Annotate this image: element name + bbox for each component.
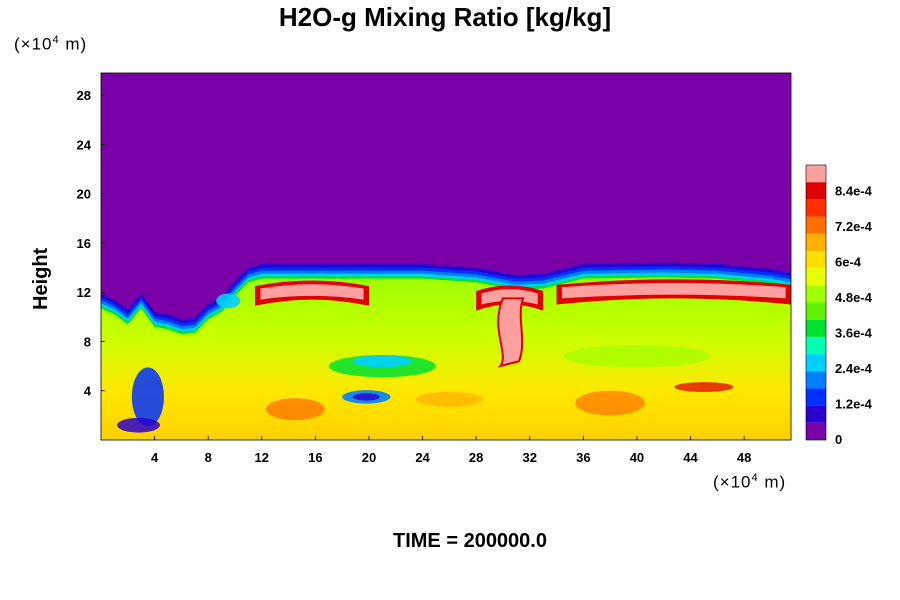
swirl-core [352, 393, 380, 401]
x-tick-label: 36 [576, 450, 590, 465]
colorbar-tick-label: 0 [835, 432, 842, 447]
x-tick-label: 16 [308, 450, 322, 465]
colorbar-tick-label: 4.8e-4 [835, 290, 873, 305]
warm-patch [415, 391, 483, 407]
colorbar-swatch [806, 199, 826, 217]
plot-frame [100, 72, 792, 441]
colorbar-swatch [806, 268, 826, 286]
x-tick-label: 44 [683, 450, 698, 465]
colorbar-swatch [806, 371, 826, 389]
colorbar-swatch [806, 233, 826, 251]
colorbar-tick-label: 7.2e-4 [835, 219, 873, 234]
y-tick-label: 12 [77, 285, 91, 300]
warm-streak [674, 382, 734, 392]
colorbar-swatch [806, 182, 826, 200]
colorbar-tick-label: 1.2e-4 [835, 397, 873, 412]
y-tick-label: 20 [77, 187, 91, 202]
x-tick-label: 24 [415, 450, 430, 465]
y-axis-ticks: 4 8 12 16 20 24 28 [77, 88, 105, 399]
x-tick-label: 32 [523, 450, 537, 465]
warm-patch [575, 390, 645, 416]
warm-patch [265, 398, 325, 421]
colorbar: 0 1.2e-4 2.4e-4 3.6e-4 4.8e-4 6e-4 7.2e-4 8.4e-… [805, 164, 873, 447]
colorbar-swatch [806, 354, 826, 372]
chart-title: H2O-g Mixing Ratio [kg/kg] [278, 2, 612, 32]
green-swirl [563, 345, 711, 368]
x-axis-ticks: 4 8 12 16 20 24 28 32 36 40 44 48 [151, 436, 751, 465]
cyan-tongue [216, 293, 241, 309]
y-tick-label: 16 [77, 236, 91, 251]
time-label: TIME = 200000.0 [393, 530, 547, 552]
x-tick-label: 28 [469, 450, 483, 465]
colorbar-tick-label: 6e-4 [835, 255, 862, 270]
colorbar-swatch [806, 405, 826, 423]
plume-red [497, 297, 525, 368]
left-dry-intrusion [117, 417, 160, 433]
heatmap-field [101, 73, 791, 440]
x-tick-label: 4 [151, 450, 159, 465]
swirl-cyan [352, 355, 412, 368]
high-moisture-ridge [556, 279, 791, 305]
high-moisture-ridge [255, 280, 369, 306]
x-tick-label: 12 [255, 450, 269, 465]
x-tick-label: 20 [362, 450, 376, 465]
colorbar-swatch [806, 250, 826, 269]
y-tick-label: 8 [84, 334, 91, 349]
colorbar-swatch [806, 388, 826, 406]
y-unit-label: (×104 m) [14, 34, 88, 54]
colorbar-swatch [806, 336, 826, 355]
colorbar-tick-label: 8.4e-4 [835, 184, 873, 199]
colorbar-swatch [806, 422, 826, 440]
x-tick-label: 40 [630, 450, 644, 465]
y-tick-label: 28 [77, 88, 91, 103]
colorbar-swatch [806, 216, 826, 234]
colorbar-tick-label: 2.4e-4 [835, 361, 873, 376]
left-dry-intrusion [131, 367, 164, 427]
y-tick-label: 4 [84, 384, 92, 399]
x-tick-label: 48 [737, 450, 751, 465]
x-tick-label: 8 [205, 450, 212, 465]
colorbar-swatch [806, 165, 826, 183]
colorbar-tick-label: 3.6e-4 [835, 326, 873, 341]
x-unit-label: (×104 m) [713, 472, 787, 492]
colorbar-swatch [806, 302, 826, 320]
colorbar-swatch [806, 285, 826, 303]
y-tick-label: 24 [77, 137, 92, 152]
colorbar-swatch [806, 319, 826, 337]
